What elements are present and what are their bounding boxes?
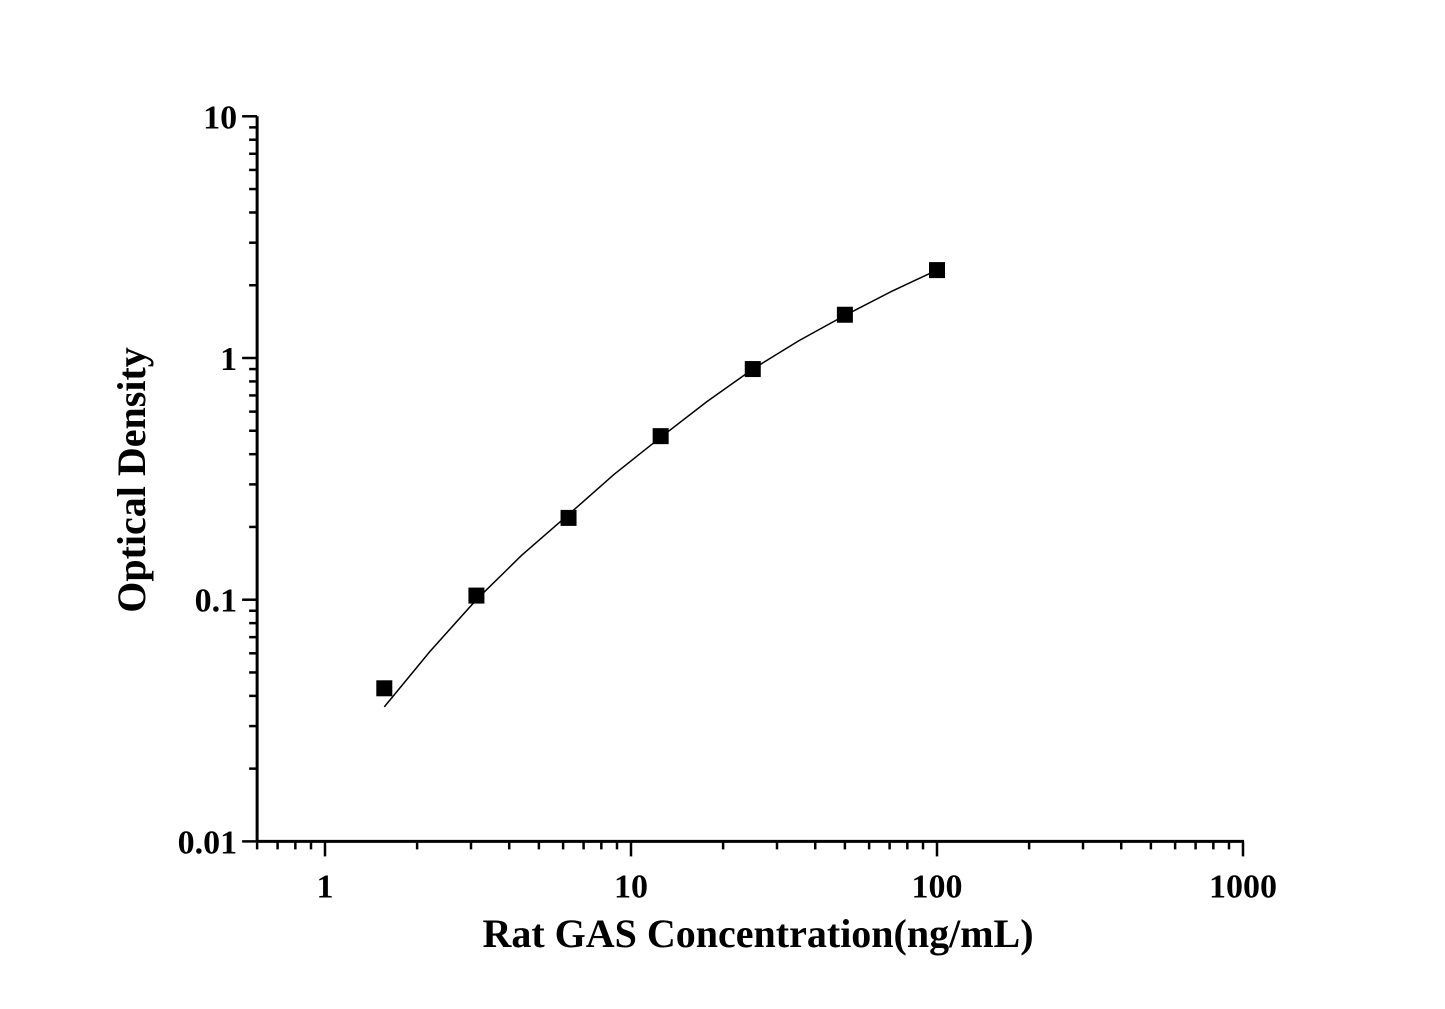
data-point (836, 306, 853, 323)
y-tick-label: 10 (203, 99, 237, 136)
data-point (929, 262, 945, 279)
data-points (376, 262, 945, 697)
data-point (744, 361, 761, 378)
data-point (652, 428, 669, 445)
x-tick-label: 1 (317, 868, 334, 905)
x-axis-title: Rat GAS Concentration(ng/mL) (482, 911, 1033, 956)
fit-curve (383, 269, 938, 708)
data-point (468, 587, 485, 604)
x-tick-label: 1000 (1209, 868, 1277, 905)
y-tick-label: 1 (220, 341, 237, 378)
y-tick-label: 0.01 (178, 824, 238, 861)
x-tick-label: 100 (912, 868, 963, 905)
axes (255, 116, 1244, 843)
ticks (242, 115, 1245, 857)
x-tick-label: 10 (614, 868, 648, 905)
data-point (376, 680, 393, 697)
y-tick-label: 0.1 (195, 583, 238, 620)
y-axis-title: Optical Density (109, 347, 154, 613)
tick-labels: 1 10 100 1000 0.01 0.1 1 10 (178, 99, 1277, 905)
data-point (560, 509, 577, 526)
